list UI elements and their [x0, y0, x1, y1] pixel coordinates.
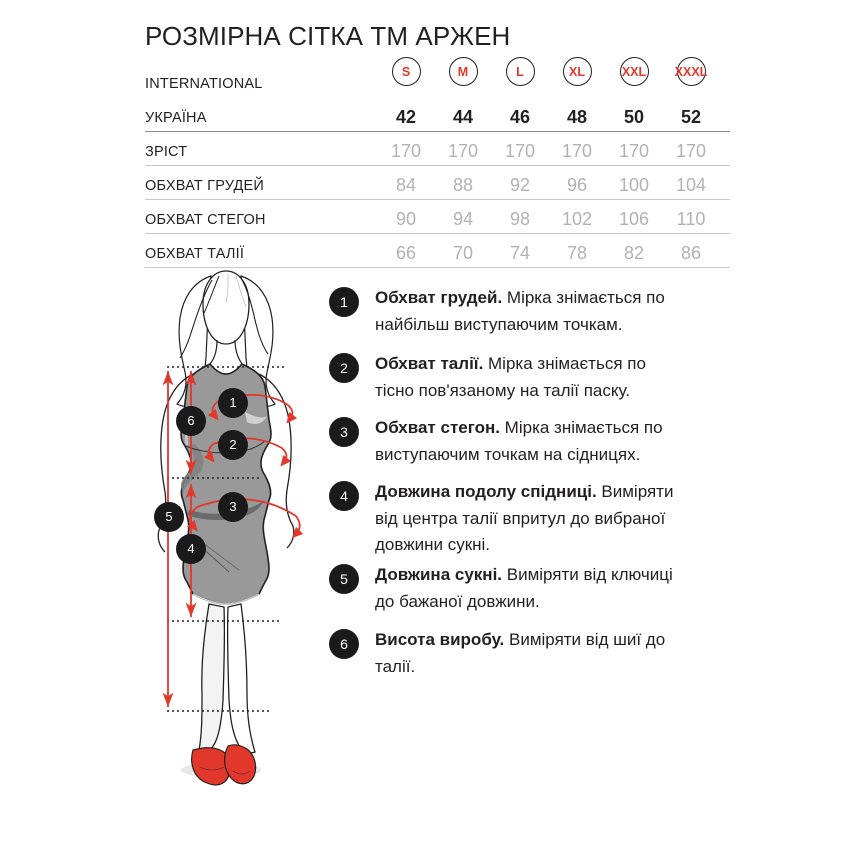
svg-text:6: 6 [187, 413, 194, 428]
svg-text:4: 4 [187, 541, 194, 556]
svg-text:1: 1 [229, 395, 236, 410]
svg-text:3: 3 [229, 499, 236, 514]
svg-text:2: 2 [229, 437, 236, 452]
svg-text:5: 5 [165, 509, 172, 524]
